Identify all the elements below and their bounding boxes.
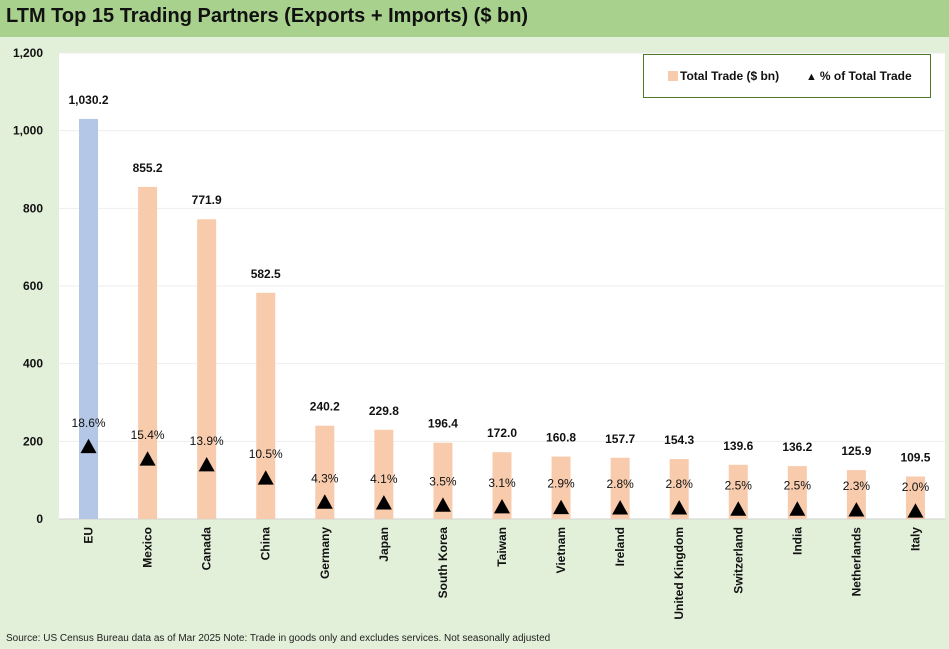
pct-value-label: 3.5%: [429, 474, 457, 488]
bar-value-label: 196.4: [428, 417, 458, 431]
x-category-label: China: [259, 527, 273, 561]
pct-value-label: 13.9%: [190, 434, 224, 448]
x-category-label: Italy: [908, 527, 922, 551]
pct-marker: [907, 503, 924, 518]
bar: [728, 464, 748, 519]
x-category-label: United Kingdom: [672, 527, 686, 620]
pct-value-label: 4.3%: [311, 471, 339, 485]
bar-value-label: 1,030.2: [69, 93, 109, 107]
legend-label-marker: % of Total Trade: [819, 69, 912, 83]
bar: [433, 442, 453, 519]
y-tick-label: 600: [23, 279, 43, 293]
x-category-label: Ireland: [613, 527, 627, 566]
pct-marker: [848, 502, 865, 517]
chart-svg: 0 200 400 600 800 1,000 1,200 1,030.2 18.6% EU 855…: [13, 46, 945, 620]
bar-value-label: 109.5: [900, 450, 930, 464]
pct-marker: [80, 438, 97, 454]
bar-value-label: 771.9: [192, 193, 222, 207]
chart-legend: Total Trade ($ bn) ▲% of Total Trade: [643, 54, 931, 98]
x-category-label: India: [790, 527, 804, 555]
bar-value-label: 855.2: [133, 161, 163, 175]
pct-marker: [553, 499, 570, 515]
bar-value-label: 582.5: [251, 267, 281, 281]
x-category-label: Netherlands: [849, 527, 863, 597]
source-note: Source: US Census Bureau data as of Mar …: [6, 633, 551, 644]
chart-area: 0 200 400 600 800 1,000 1,200 1,030.2 18.6% EU 855…: [0, 37, 949, 629]
bar-value-label: 160.8: [546, 431, 576, 445]
bar: [905, 476, 925, 519]
legend-label-bar: Total Trade ($ bn): [680, 69, 780, 83]
pct-marker: [316, 494, 333, 509]
bar-value-label: 136.2: [782, 440, 812, 454]
x-category-label: Canada: [200, 527, 214, 571]
bar: [256, 292, 276, 519]
pct-value-label: 2.8%: [606, 477, 634, 491]
bar-value-label: 157.7: [605, 432, 635, 446]
y-tick-label: 1,000: [13, 124, 43, 138]
x-category-label: Japan: [377, 527, 391, 562]
pct-marker: [375, 495, 392, 510]
legend-item-bar: Total Trade ($ bn): [668, 69, 779, 83]
bar: [79, 118, 99, 520]
pct-value-label: 18.6%: [72, 416, 106, 430]
y-tick-label: 0: [36, 512, 43, 526]
y-tick-label: 800: [23, 201, 43, 215]
bar: [669, 459, 689, 519]
x-category-label: Switzerland: [731, 527, 745, 594]
bar-value-label: 229.8: [369, 404, 399, 418]
pct-marker: [612, 500, 629, 515]
pct-marker: [434, 497, 451, 512]
legend-item-marker: ▲% of Total Trade: [806, 69, 912, 83]
pct-marker: [257, 470, 274, 485]
y-tick-label: 400: [23, 357, 43, 371]
x-category-label: Mexico: [141, 527, 155, 568]
bar: [374, 429, 394, 519]
pct-value-label: 15.4%: [131, 428, 165, 442]
x-category-label: South Korea: [436, 527, 450, 599]
triangle-icon: ▲: [806, 71, 817, 83]
bar: [315, 425, 335, 519]
pct-value-label: 3.1%: [488, 476, 516, 490]
pct-marker: [198, 457, 215, 472]
pct-value-label: 10.5%: [249, 447, 283, 461]
bar-value-label: 240.2: [310, 400, 340, 414]
pct-marker: [789, 501, 806, 516]
x-category-label: Germany: [318, 527, 332, 579]
pct-value-label: 2.5%: [725, 478, 753, 492]
pct-value-label: 2.3%: [843, 479, 871, 493]
pct-value-label: 2.5%: [784, 478, 812, 492]
y-tick-label: 1,200: [13, 46, 43, 60]
bar: [138, 186, 158, 519]
bar: [787, 466, 807, 519]
bar: [610, 457, 630, 519]
title-band: [0, 0, 949, 37]
bar: [551, 456, 571, 519]
bar-value-label: 139.6: [723, 439, 753, 453]
bar: [197, 219, 217, 520]
pct-value-label: 2.8%: [666, 477, 694, 491]
bar-value-label: 125.9: [841, 444, 871, 458]
bar: [492, 452, 512, 519]
x-category-label: EU: [82, 527, 96, 544]
bar: [846, 470, 866, 519]
bar-value-label: 172.0: [487, 426, 517, 440]
chart-title: LTM Top 15 Trading Partners (Exports + I…: [6, 5, 529, 27]
pct-value-label: 2.0%: [902, 480, 930, 494]
x-category-label: Vietnam: [554, 527, 568, 573]
pct-marker: [671, 500, 688, 515]
legend-swatch-bar: [668, 71, 678, 81]
pct-value-label: 4.1%: [370, 472, 398, 486]
bar-value-label: 154.3: [664, 433, 694, 447]
pct-marker: [494, 498, 510, 514]
x-category-label: Taiwan: [495, 527, 509, 567]
pct-value-label: 2.9%: [547, 477, 575, 491]
pct-marker: [139, 451, 156, 466]
pct-marker: [730, 501, 747, 516]
y-tick-label: 200: [23, 434, 43, 448]
